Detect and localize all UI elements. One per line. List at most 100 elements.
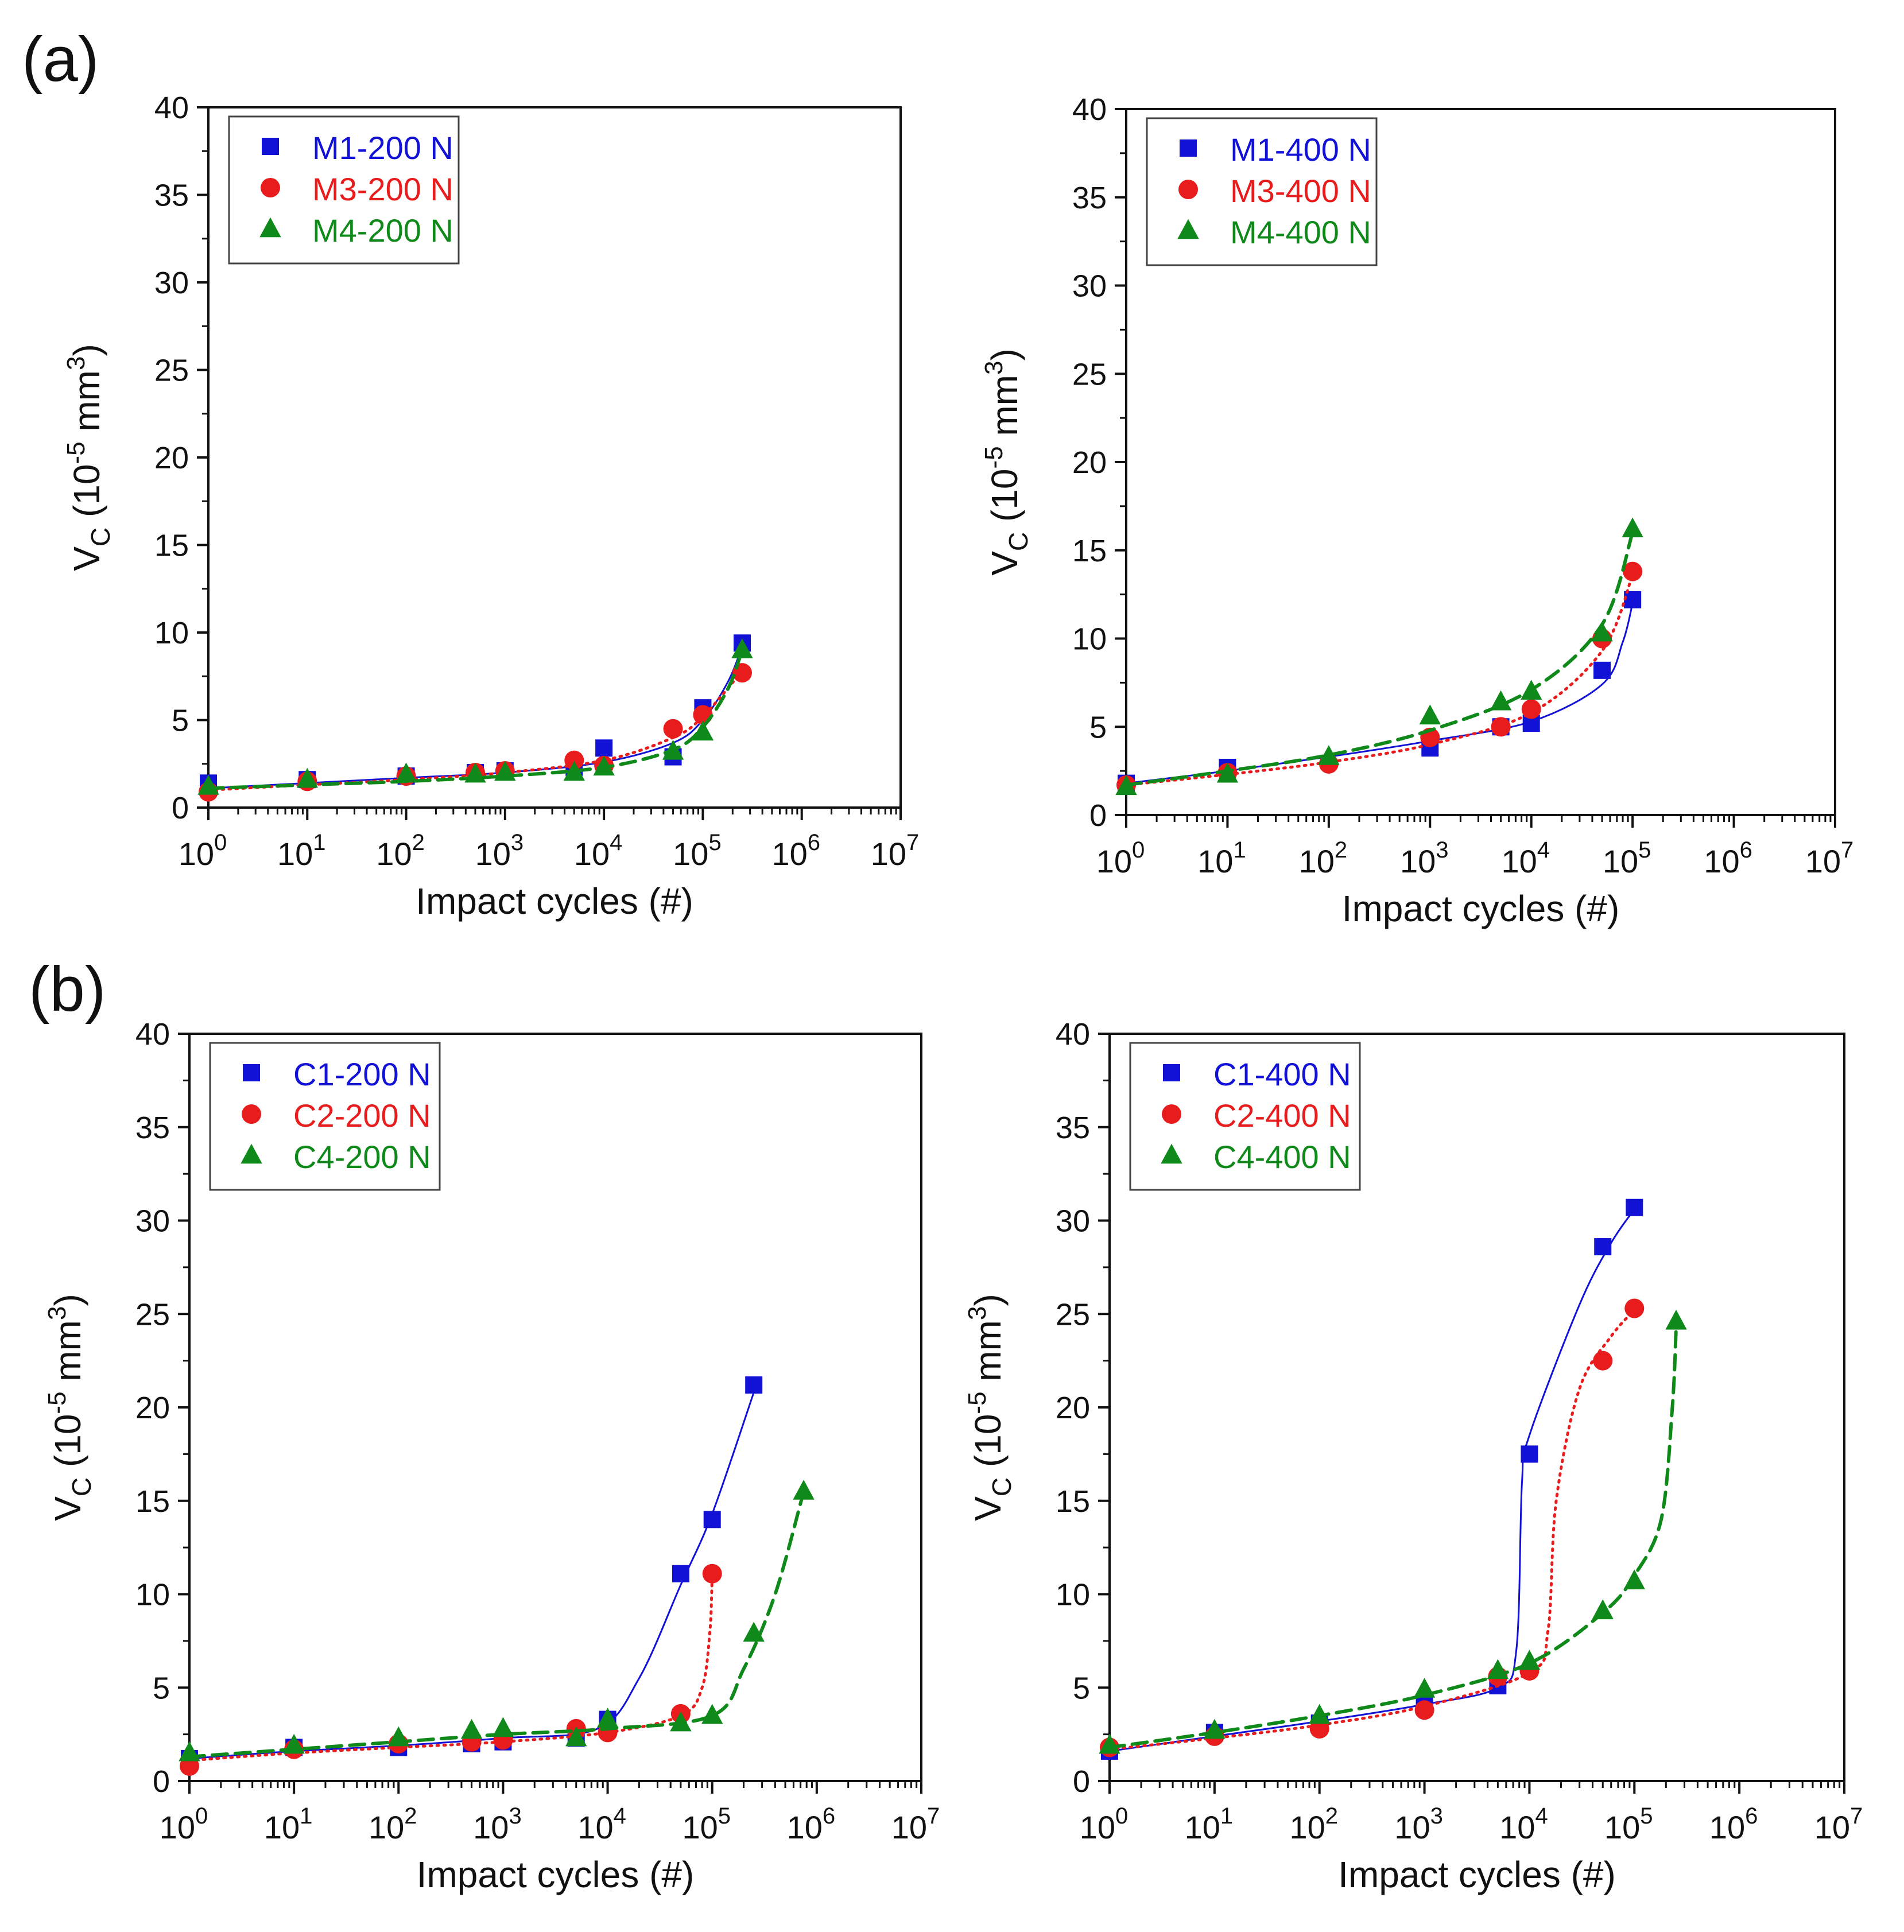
data-point-triangle [1665,1309,1687,1330]
y-tick-label: 0 [172,791,189,825]
y-tick-label: 5 [172,704,189,738]
y-tick-label: 30 [1072,269,1107,304]
x-tick-exponent: 4 [1537,837,1550,863]
y-label-symbol: V [66,546,107,571]
x-tick-exponent: 3 [1436,837,1448,863]
x-tick-exponent: 2 [404,1803,417,1829]
data-point-triangle [464,762,486,783]
y-label-unit: mm [47,1320,88,1391]
x-tick-base: 10 [1080,1809,1115,1845]
y-tick-label: 30 [154,266,189,300]
x-tick-label: 104 [574,830,623,872]
y-tick-label: 40 [135,1017,170,1052]
data-point-triangle [743,1621,765,1642]
x-tick-base: 10 [475,836,511,872]
x-axis-label: Impact cycles (#) [416,880,693,922]
y-tick-label: 30 [1056,1204,1090,1239]
y-label-symbol: V [967,1496,1009,1521]
fit-line [188,1391,755,1760]
y-label-symbol: V [47,1496,88,1521]
legend-label: C2-400 N [1213,1097,1351,1134]
y-tick-label: 35 [154,179,189,213]
data-point-circle [564,750,584,770]
data-point-triangle [1592,1599,1614,1620]
data-point-triangle [593,755,615,776]
y-tick-label: 25 [1072,357,1107,391]
y-label-close: ) [66,344,107,356]
legend-marker-square [1180,139,1197,157]
x-tick-label: 104 [577,1803,626,1845]
data-point-triangle [1521,680,1542,700]
legend-marker-square [262,138,279,155]
y-tick-label: 20 [1072,445,1107,480]
data-point-circle [1623,561,1643,581]
x-tick-base: 10 [473,1809,509,1845]
legend: M1-400 N M3-400 N M4-400 N [1146,117,1378,266]
x-tick-base: 10 [179,836,214,872]
y-tick-label: 20 [154,441,189,475]
x-tick-label: 102 [1289,1803,1338,1845]
data-point-triangle [395,762,417,783]
x-tick-exponent: 5 [1640,1803,1653,1829]
data-point-triangle [1487,1659,1509,1679]
data-point-circle [1491,717,1511,737]
data-point-triangle [1622,517,1643,538]
y-label-units: (10 [47,1414,88,1477]
y-label-units: (10 [66,464,107,527]
x-tick-base: 10 [891,1809,927,1845]
x-tick-base: 10 [1289,1809,1325,1845]
x-tick-exponent: 2 [412,830,425,855]
x-tick-base: 10 [1394,1809,1430,1845]
data-point-triangle [494,761,516,781]
x-tick-exponent: 3 [1430,1803,1443,1829]
y-tick-label: 10 [1072,622,1107,657]
data-point-triangle [1318,745,1340,765]
fit-line [1108,1309,1636,1751]
data-point-triangle [492,1717,514,1737]
x-tick-base: 10 [574,836,610,872]
y-label-subscript: C [67,1477,96,1496]
x-tick-exponent: 5 [708,830,721,855]
data-point-triangle [1413,1678,1436,1698]
y-tick-label: 25 [135,1297,170,1332]
data-point-triangle [179,1741,200,1762]
fit-line [1108,1325,1678,1749]
fit-line [188,1574,714,1762]
x-tick-base: 10 [1805,843,1841,879]
y-label-subscript: C [987,1477,1017,1496]
x-tick-base: 10 [1400,843,1436,879]
y-label-exponent: -5 [980,446,1008,468]
x-tick-label: 100 [1080,1803,1129,1845]
x-tick-exponent: 0 [214,830,227,855]
x-tick-label: 103 [473,1803,522,1845]
data-point-triangle [387,1726,409,1747]
x-tick-exponent: 0 [195,1803,208,1829]
legend-marker-triangle [1161,1143,1182,1164]
y-tick-label: 5 [153,1671,170,1705]
x-tick-label: 106 [771,830,820,872]
y-tick-label: 5 [1089,710,1107,744]
y-tick-label: 35 [1056,1111,1090,1145]
data-point-circle [702,1564,722,1584]
legend-label: C1-400 N [1213,1056,1351,1092]
y-label-subscript: C [1003,532,1033,551]
x-tick-label: 104 [1499,1803,1548,1845]
y-tick-label: 15 [135,1484,170,1519]
x-tick-base: 10 [1499,1809,1535,1845]
y-tick-label: 10 [1056,1578,1090,1612]
legend-marker-triangle [1177,219,1199,239]
x-tick-exponent: 0 [1132,837,1145,863]
x-tick-label: 101 [1197,837,1246,879]
data-point-triangle [793,1480,815,1500]
x-tick-base: 10 [1604,1809,1640,1845]
y-tick-label: 10 [154,616,189,650]
data-point-triangle [692,720,714,741]
x-tick-exponent: 1 [1233,837,1246,863]
panel-label-b: (b) [29,954,106,1025]
x-tick-label: 101 [1185,1803,1234,1845]
data-point-triangle [565,1726,587,1747]
y-axis-label: VC (10-5 mm3) [980,348,1033,576]
